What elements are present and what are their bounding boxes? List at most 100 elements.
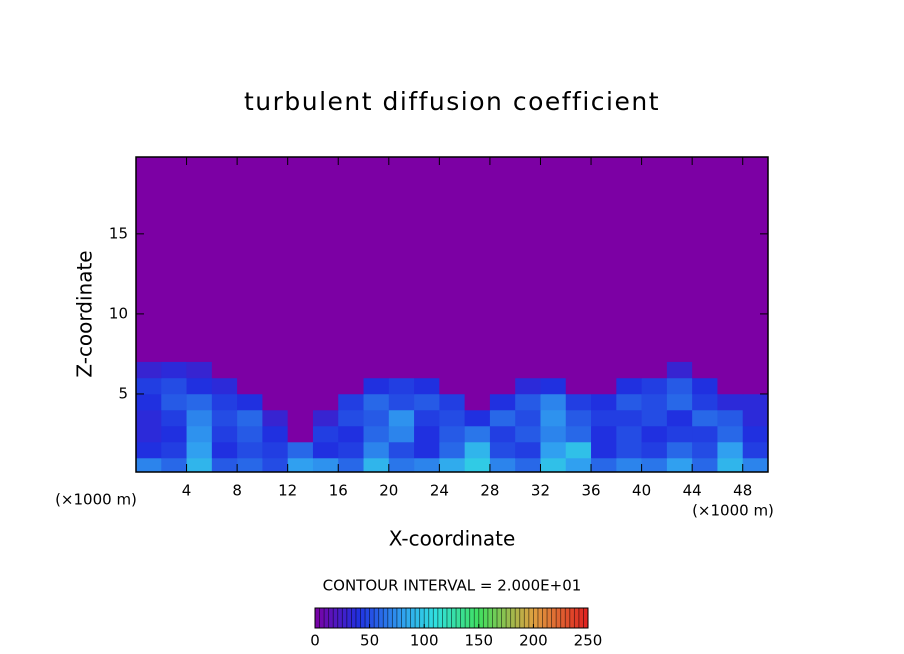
field-cell — [287, 409, 314, 427]
colorbar-segment — [437, 608, 443, 628]
colorbar-segment — [378, 608, 384, 628]
colorbar-segment — [365, 608, 370, 628]
field-cell — [388, 457, 415, 473]
field-cell — [666, 393, 693, 411]
x-unit-label: (×1000 m) — [692, 502, 774, 520]
field-cell — [666, 409, 693, 427]
colorbar-segment — [583, 608, 589, 628]
field-cell — [641, 377, 668, 395]
colorbar-segment — [469, 608, 475, 628]
colorbar-segment — [328, 608, 334, 628]
field-cell — [742, 361, 769, 379]
colorbar-segment — [315, 608, 320, 628]
colorbar-segment — [401, 608, 407, 628]
field-cell — [237, 377, 263, 395]
field-cell — [540, 377, 567, 395]
field-cell — [489, 393, 516, 411]
field-cell — [338, 441, 364, 459]
field-cell — [540, 425, 567, 443]
field-cell — [489, 441, 516, 459]
colorbar-segment — [396, 608, 402, 628]
field-cell — [515, 425, 541, 443]
field-cell — [515, 361, 541, 379]
field-cell — [464, 457, 491, 473]
y-tick-label: 15 — [109, 224, 128, 242]
x-tick-label: 40 — [632, 482, 651, 500]
x-tick-label: 48 — [733, 482, 752, 500]
field-cell — [237, 361, 263, 379]
field-cell — [136, 393, 162, 411]
field-cell — [262, 409, 288, 427]
field-cell — [338, 457, 364, 473]
field-cell — [692, 393, 718, 411]
field-cell — [515, 457, 541, 473]
field-cell — [515, 441, 541, 459]
field-cell — [464, 409, 491, 427]
colorbar-segment — [501, 608, 507, 628]
field-cell — [338, 393, 364, 411]
colorbar-segment — [319, 608, 325, 628]
colorbar-segment — [410, 608, 416, 628]
field-cell — [540, 409, 567, 427]
x-tick-label: 12 — [278, 482, 297, 500]
colorbar-segment — [537, 608, 543, 628]
field-cell — [641, 409, 668, 427]
colorbar-tick-label: 100 — [410, 632, 439, 650]
field-cell — [692, 377, 718, 395]
field-cell — [237, 441, 263, 459]
field-cell — [742, 457, 769, 473]
x-tick-label: 36 — [581, 482, 600, 500]
field-cell — [641, 457, 668, 473]
colorbar-segment — [533, 608, 539, 628]
field-cell — [262, 441, 288, 459]
field-cell — [312, 377, 339, 395]
field-cell — [464, 361, 491, 379]
field-cell — [312, 441, 339, 459]
field-cell — [742, 409, 769, 427]
field-cell — [439, 361, 465, 379]
field-cell — [262, 425, 288, 443]
field-cell — [338, 361, 364, 379]
colorbar-segment — [392, 608, 398, 628]
field-cell — [591, 441, 617, 459]
field-cell — [211, 409, 238, 427]
field-cell — [439, 441, 465, 459]
field-cell — [287, 393, 314, 411]
y-axis-label: Z-coordinate — [73, 250, 97, 377]
field-cell — [692, 457, 718, 473]
field-cell — [742, 393, 769, 411]
field-cell — [742, 425, 769, 443]
field-cell — [136, 441, 162, 459]
field-cell — [616, 441, 642, 459]
field-cell — [616, 409, 642, 427]
field-cell — [161, 457, 187, 473]
field-cell — [565, 377, 592, 395]
field-cell — [616, 377, 642, 395]
field-cell — [692, 425, 718, 443]
colorbar-segment — [542, 608, 548, 628]
colorbar-tick-label: 200 — [519, 632, 548, 650]
field-cell — [565, 393, 592, 411]
field-cell — [717, 425, 744, 443]
field-cell — [161, 361, 187, 379]
field-cell — [338, 425, 364, 443]
field-cell — [414, 377, 440, 395]
field-cell — [414, 409, 440, 427]
field-cell — [312, 361, 339, 379]
field-cell — [641, 441, 668, 459]
colorbar-segment — [351, 608, 357, 628]
colorbar-segment — [342, 608, 348, 628]
field-cell — [363, 457, 390, 473]
colorbar-segment — [506, 608, 511, 628]
colorbar-segment — [547, 608, 552, 628]
field-cell — [136, 457, 162, 473]
colorbar-segment — [460, 608, 466, 628]
field-cell — [363, 361, 390, 379]
field-cell — [540, 393, 567, 411]
colorbar-segment — [465, 608, 470, 628]
field-cell — [565, 457, 592, 473]
field-cell — [211, 393, 238, 411]
field-cell — [262, 361, 288, 379]
field-cell — [363, 377, 390, 395]
field-cell — [540, 361, 567, 379]
